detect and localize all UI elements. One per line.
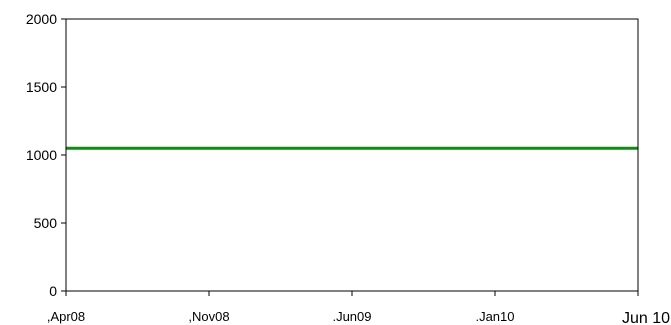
- y-tick-label: 0: [49, 283, 57, 299]
- x-tick-label: .Jun09: [332, 309, 371, 324]
- y-tick-label: 500: [34, 215, 58, 231]
- x-tick-label: ,Nov08: [188, 309, 229, 324]
- x-tick-label: .Jan10: [475, 309, 514, 324]
- y-tick-label: 1000: [26, 147, 57, 163]
- plot-frame: [65, 18, 639, 292]
- y-tick-label: 2000: [26, 11, 57, 27]
- y-axis-ticks: 0 500 1000 1500 2000: [26, 11, 66, 299]
- x-tick-label: ,Apr08: [47, 309, 85, 324]
- y-tick-label: 1500: [26, 79, 57, 95]
- x-axis-ticks: ,Apr08 ,Nov08 .Jun09 .Jan10 Jun 10: [47, 291, 670, 325]
- x-tick-label: Jun 10: [622, 310, 670, 325]
